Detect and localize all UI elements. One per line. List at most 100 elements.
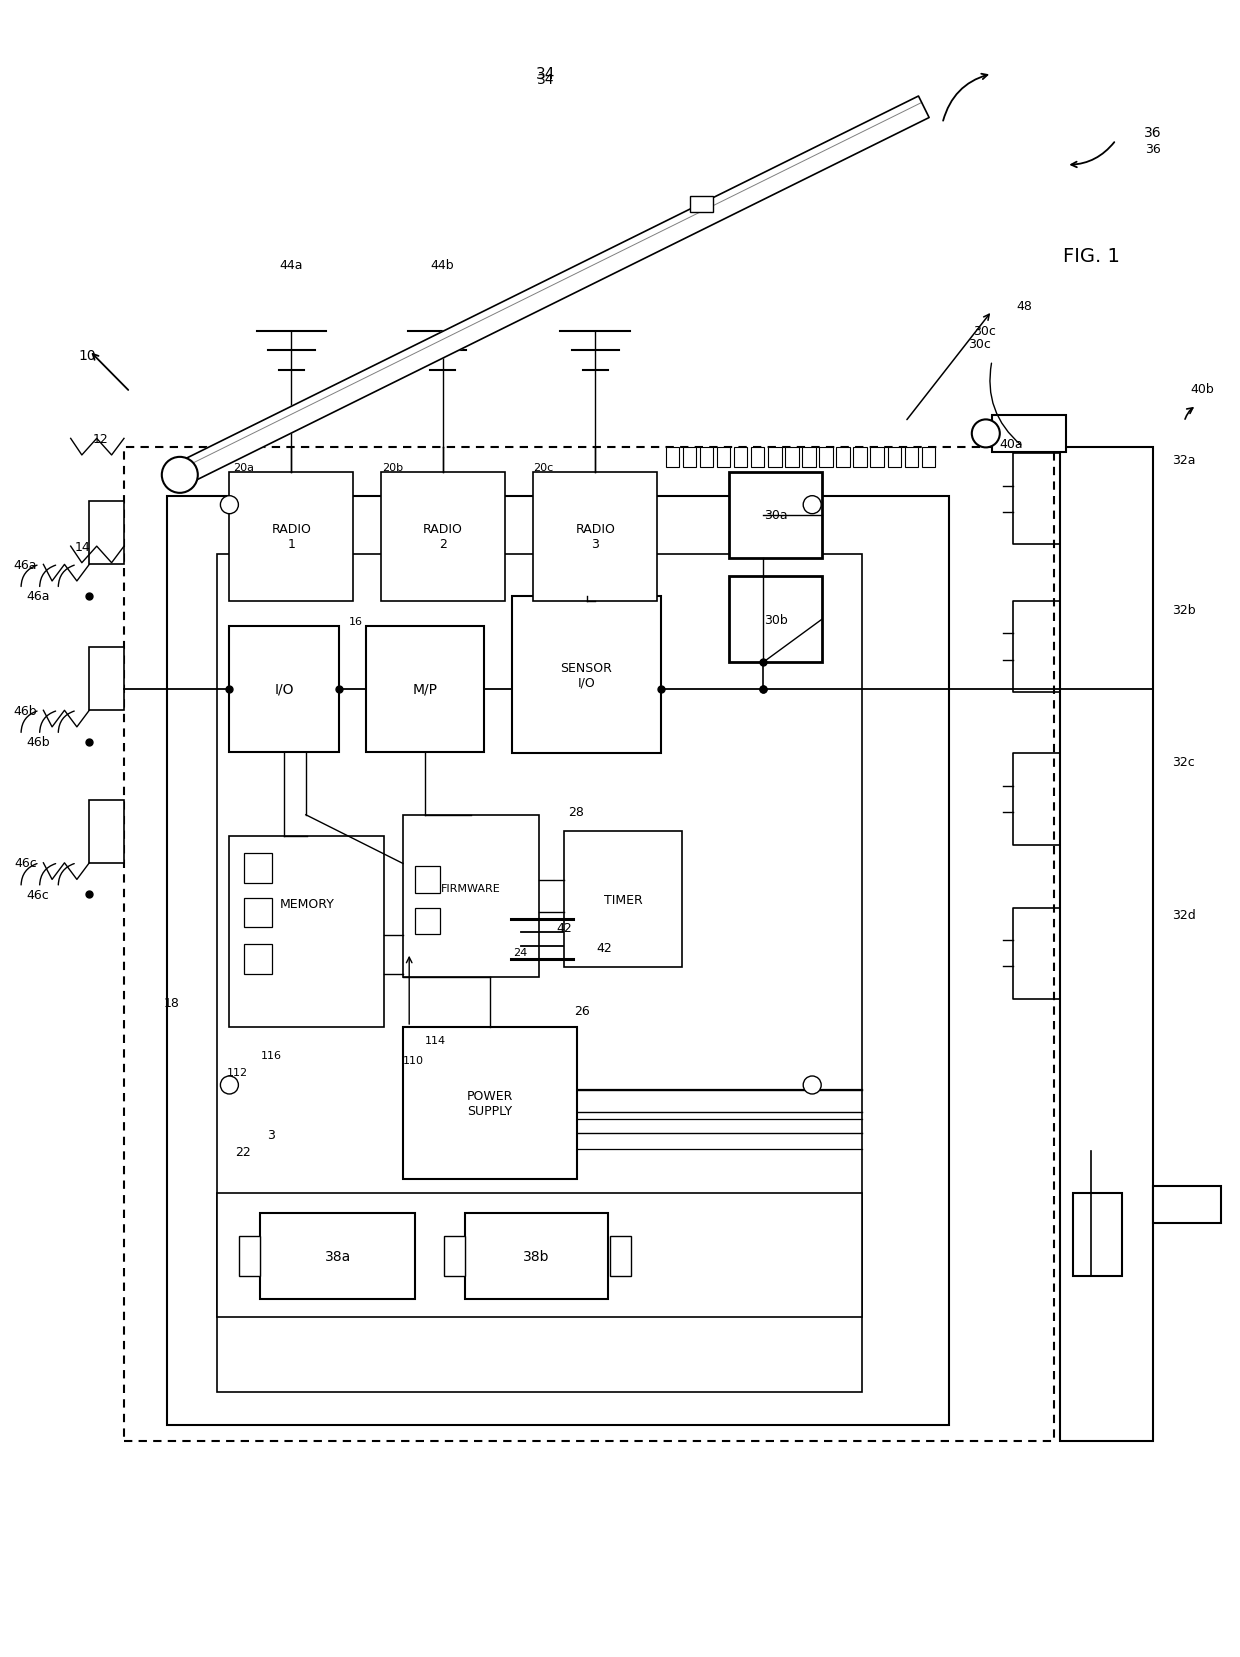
Bar: [465, 1213, 608, 1299]
Bar: [244, 944, 272, 974]
Text: M/P: M/P: [412, 683, 438, 696]
Text: 46a: 46a: [14, 558, 37, 572]
Bar: [415, 908, 440, 935]
Text: 116: 116: [260, 1051, 281, 1060]
Text: 46b: 46b: [26, 736, 50, 749]
Bar: [905, 447, 918, 467]
Text: 46b: 46b: [14, 704, 37, 717]
Bar: [244, 898, 272, 928]
Text: 44b: 44b: [430, 258, 455, 272]
Bar: [564, 832, 682, 968]
Text: 30c: 30c: [968, 338, 991, 351]
Text: RADIO
2: RADIO 2: [423, 524, 463, 550]
Text: 32b: 32b: [1172, 603, 1195, 616]
Text: 3: 3: [267, 1128, 274, 1142]
Text: 38a: 38a: [325, 1249, 351, 1263]
Bar: [512, 597, 661, 754]
Bar: [89, 800, 124, 863]
Bar: [260, 1213, 415, 1299]
Text: 34: 34: [537, 73, 554, 86]
Bar: [1073, 1193, 1122, 1276]
Text: SENSOR
I/O: SENSOR I/O: [560, 661, 613, 689]
Bar: [89, 648, 124, 711]
Text: 40a: 40a: [999, 437, 1023, 451]
Text: 12: 12: [93, 432, 109, 446]
Bar: [403, 1027, 577, 1180]
Text: 112: 112: [227, 1067, 248, 1077]
Text: 48: 48: [1017, 300, 1033, 313]
Text: 46a: 46a: [26, 590, 50, 603]
Bar: [683, 447, 697, 467]
Text: 30c: 30c: [973, 325, 996, 338]
Bar: [366, 626, 484, 752]
Text: 10: 10: [78, 350, 95, 363]
Bar: [1060, 447, 1153, 1442]
Text: 44a: 44a: [280, 258, 303, 272]
Bar: [444, 1236, 465, 1276]
Bar: [785, 447, 799, 467]
Bar: [870, 447, 884, 467]
Bar: [802, 447, 816, 467]
Text: POWER
SUPPLY: POWER SUPPLY: [466, 1090, 513, 1117]
Bar: [239, 1236, 260, 1276]
Bar: [217, 1193, 862, 1317]
Text: 32c: 32c: [1172, 756, 1194, 769]
Text: 24: 24: [513, 948, 527, 958]
Text: 44c: 44c: [584, 258, 606, 272]
Text: 32a: 32a: [1172, 454, 1195, 467]
Polygon shape: [175, 98, 929, 486]
Text: RADIO
3: RADIO 3: [575, 524, 615, 550]
Bar: [124, 447, 1054, 1442]
Text: 20a: 20a: [233, 462, 254, 472]
Text: 42: 42: [557, 921, 573, 935]
Circle shape: [221, 1077, 238, 1094]
Circle shape: [804, 1077, 821, 1094]
Text: RADIO
1: RADIO 1: [272, 524, 311, 550]
Text: 114: 114: [425, 1036, 446, 1046]
Text: FIG. 1: FIG. 1: [1063, 247, 1120, 267]
Bar: [415, 867, 440, 893]
Text: 20b: 20b: [382, 462, 403, 472]
Bar: [769, 447, 781, 467]
Text: 110: 110: [403, 1056, 424, 1065]
Text: 36: 36: [1146, 143, 1161, 156]
Bar: [533, 472, 657, 601]
Bar: [666, 447, 680, 467]
Text: 18: 18: [164, 996, 180, 1009]
Text: 40b: 40b: [1190, 383, 1214, 396]
Text: 32d: 32d: [1172, 908, 1195, 921]
Text: MEMORY: MEMORY: [279, 896, 335, 910]
Bar: [751, 447, 765, 467]
Bar: [729, 577, 822, 663]
Text: 30a: 30a: [764, 509, 787, 522]
Bar: [229, 626, 339, 752]
Text: 30b: 30b: [764, 613, 787, 626]
Bar: [167, 497, 949, 1425]
Circle shape: [161, 457, 198, 494]
Text: FIRMWARE: FIRMWARE: [441, 883, 501, 893]
Bar: [1153, 1186, 1221, 1223]
Bar: [820, 447, 833, 467]
Bar: [888, 447, 901, 467]
Text: 38b: 38b: [523, 1249, 549, 1263]
Circle shape: [221, 497, 238, 514]
Text: 16: 16: [348, 616, 362, 626]
Bar: [244, 853, 272, 883]
Bar: [921, 447, 935, 467]
Bar: [229, 472, 353, 601]
Text: 26: 26: [574, 1004, 590, 1017]
Bar: [717, 447, 730, 467]
Text: TIMER: TIMER: [604, 893, 642, 906]
Text: 28: 28: [568, 805, 584, 819]
Text: 20c: 20c: [533, 462, 553, 472]
Text: 22: 22: [236, 1145, 252, 1158]
Bar: [853, 447, 867, 467]
Text: 46c: 46c: [27, 888, 50, 901]
Bar: [610, 1236, 631, 1276]
Text: I/O: I/O: [274, 683, 294, 696]
Bar: [729, 472, 822, 558]
Bar: [837, 447, 849, 467]
Circle shape: [804, 497, 821, 514]
Bar: [701, 447, 713, 467]
Bar: [691, 197, 713, 214]
